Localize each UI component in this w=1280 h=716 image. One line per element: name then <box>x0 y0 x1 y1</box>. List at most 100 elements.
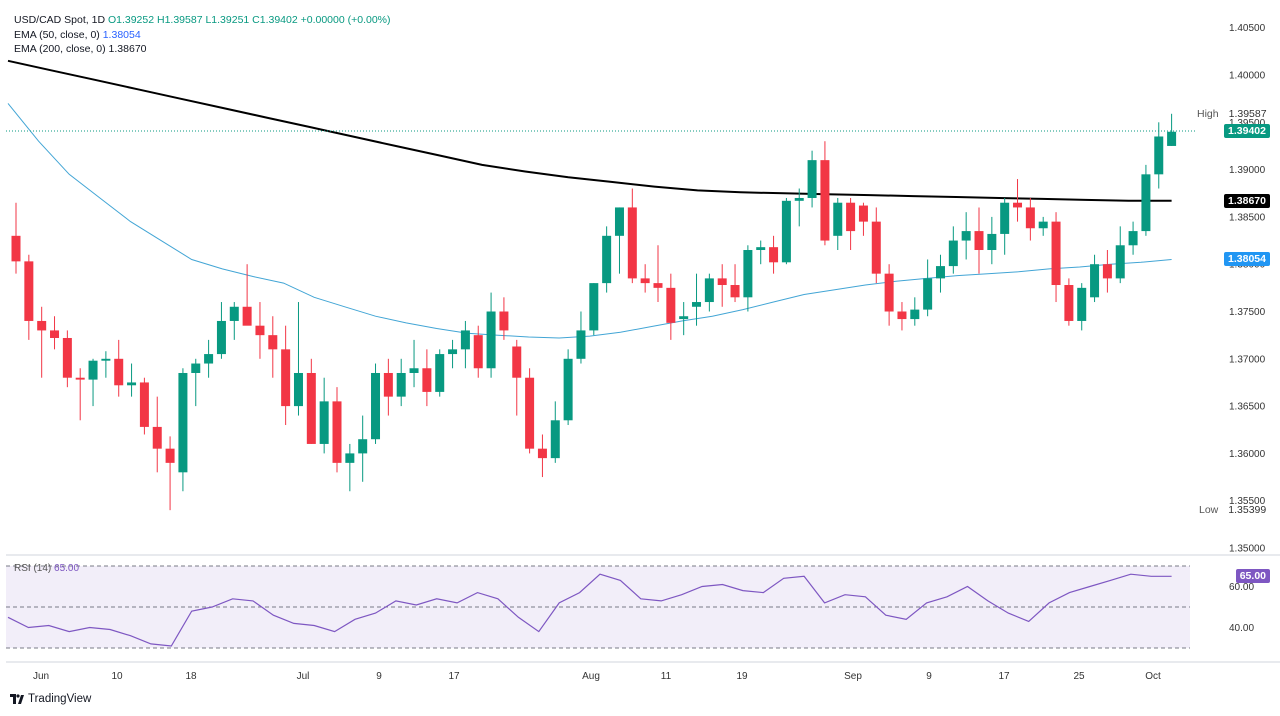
candle-body <box>62 337 72 378</box>
candle-body <box>127 382 137 386</box>
candle-body <box>345 453 355 463</box>
candle-body <box>910 309 920 320</box>
candle-body <box>512 346 522 378</box>
legend-ohlc: USD/CAD Spot, 1D O1.39252 H1.39587 L1.39… <box>14 14 391 27</box>
candle-body <box>178 372 188 473</box>
y-tick-label: 1.35500 <box>1229 496 1266 507</box>
low-label: Low <box>1199 504 1219 516</box>
candle-body <box>1013 202 1023 208</box>
candle-body <box>1077 287 1087 321</box>
x-tick-label: Jul <box>297 671 310 682</box>
x-tick-label: Sep <box>844 671 862 682</box>
ema200-value: 1.38670 <box>108 43 147 55</box>
ema50-tag: 1.38054 <box>1224 252 1270 266</box>
candle-body <box>1090 264 1100 298</box>
candle-body <box>409 368 419 373</box>
candle-body <box>923 278 933 310</box>
candle-body <box>974 231 984 251</box>
candle-body <box>692 302 702 307</box>
candle-body <box>1167 131 1177 146</box>
x-tick-label: 19 <box>736 671 748 682</box>
candle-body <box>948 240 958 267</box>
ema50-value: 1.38054 <box>102 29 141 41</box>
rsi-legend: RSI (14) 65.00 <box>14 563 79 574</box>
candle-body <box>833 202 843 236</box>
x-tick-label: 18 <box>185 671 197 682</box>
ema200-line <box>7 59 1172 202</box>
candle-body <box>473 335 483 369</box>
candle-body <box>1000 202 1010 234</box>
candle-body <box>820 160 830 241</box>
legend-ema200: EMA (200, close, 0) 1.38670 <box>14 43 147 56</box>
rsi-value: 65.00 <box>54 563 80 574</box>
candles-series <box>11 113 1177 511</box>
candle-body <box>794 197 804 201</box>
x-tick-label: 9 <box>376 671 382 682</box>
legend-ema50: EMA (50, close, 0) 1.38054 <box>14 29 141 42</box>
candle-body <box>293 372 303 407</box>
candle-body <box>216 320 226 355</box>
candle-body <box>1141 174 1151 232</box>
rsi-tick-label: 40.00 <box>1229 623 1254 634</box>
ohlc-values: O1.39252 H1.39587 L1.39251 C1.39402 +0.0… <box>107 14 391 26</box>
x-tick-label: 10 <box>111 671 123 682</box>
candle-body <box>306 372 316 444</box>
candle-body <box>614 207 624 236</box>
candle-body <box>935 266 945 279</box>
candle-body <box>101 358 111 361</box>
candle-body <box>704 278 714 303</box>
ema200-series <box>7 59 1172 202</box>
candle-body <box>961 231 971 241</box>
tradingview-logo[interactable]: TradingView <box>10 693 91 705</box>
y-tick-label: 1.39500 <box>1229 118 1266 129</box>
x-tick-label: Oct <box>1145 671 1161 682</box>
candle-body <box>846 202 856 232</box>
candle-body <box>987 233 997 251</box>
rsi-tag: 65.00 <box>1235 569 1270 583</box>
y-tick-label: 1.40000 <box>1229 71 1266 82</box>
candle-body <box>371 372 381 440</box>
candle-body <box>1102 264 1112 279</box>
candle-body <box>152 426 162 449</box>
candle-body <box>858 205 868 222</box>
x-tick-label: Jun <box>33 671 49 682</box>
candle-body <box>1115 245 1125 279</box>
candle-body <box>666 287 676 323</box>
last-price-tag: 1.39402 <box>1224 124 1270 138</box>
candle-body <box>1128 231 1138 246</box>
candle-body <box>537 448 547 459</box>
candle-body <box>24 261 34 321</box>
candle-body <box>165 448 175 463</box>
candle-body <box>448 349 458 355</box>
x-axis: Jun 10 18 Jul 9 17 Aug 11 19 Sep 9 17 25 Oct <box>33 671 1161 682</box>
candle-body <box>1025 207 1035 229</box>
candle-body <box>807 160 817 198</box>
candle-body <box>50 330 60 338</box>
candle-body <box>602 235 612 284</box>
candle-body <box>242 306 252 326</box>
symbol-label: USD/CAD Spot, 1D <box>14 14 106 26</box>
ema50-series <box>7 103 1172 339</box>
low-marker: Low 1.35399 <box>1199 504 1266 516</box>
y-tick-label: 1.39000 <box>1229 165 1266 176</box>
candle-body <box>396 372 406 397</box>
candle-body <box>422 368 432 392</box>
candle-body <box>756 247 766 251</box>
candle-body <box>255 325 265 336</box>
candle-body <box>191 363 201 373</box>
candle-body <box>358 439 368 454</box>
candle-body <box>75 377 85 380</box>
candle-body <box>640 278 650 284</box>
candle-body <box>1051 221 1061 286</box>
low-value: 1.35399 <box>1228 504 1267 516</box>
candle-body <box>332 401 342 463</box>
brand-label: TradingView <box>28 693 92 705</box>
candle-body <box>884 273 894 312</box>
ema200-label: EMA (200, close, 0) <box>14 43 106 55</box>
candle-body <box>229 306 239 321</box>
candle-body <box>871 221 881 274</box>
ema200-tag: 1.38670 <box>1224 194 1270 208</box>
x-tick-label: 17 <box>448 671 460 682</box>
candle-body <box>383 372 393 397</box>
